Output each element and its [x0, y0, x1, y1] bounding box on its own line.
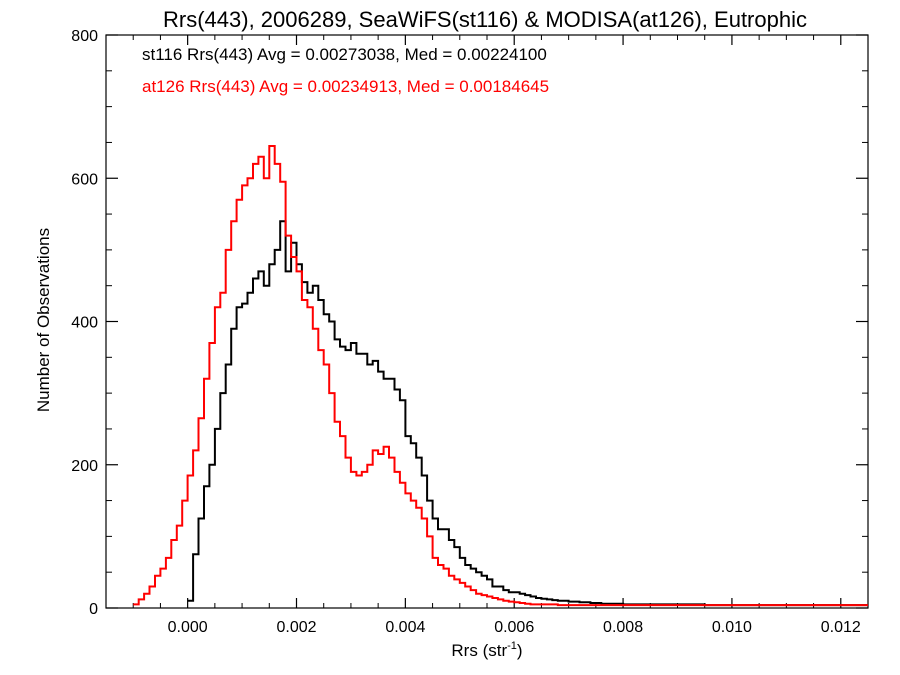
legend-entry-at126: at126 Rrs(443) Avg = 0.00234913, Med = 0…: [142, 77, 549, 96]
x-tick-label: 0.010: [712, 619, 752, 636]
x-tick-label: 0.008: [603, 619, 643, 636]
series-layer: [133, 145, 868, 607]
y-axis-label: Number of Observations: [34, 228, 53, 412]
x-axis-label: Rrs (str-1): [451, 640, 522, 660]
y-tick-label: 400: [71, 315, 98, 332]
x-axis-label-superscript: -1: [507, 640, 517, 652]
series-at126-line: [133, 145, 868, 607]
x-axis: 0.000 0.002 0.004 0.006 0.008 0.010 0.012: [105, 35, 869, 636]
chart-title: Rrs(443), 2006289, SeaWiFS(st116) & MODI…: [163, 7, 807, 32]
y-tick-label: 200: [71, 458, 98, 475]
series-st116-line: [187, 220, 868, 607]
x-tick-label: 0.000: [168, 619, 208, 636]
x-axis-label-end: ): [517, 641, 523, 660]
x-tick-label: 0.004: [385, 619, 425, 636]
x-axis-label-main: Rrs (str: [451, 641, 507, 660]
y-tick-label: 800: [71, 28, 98, 45]
plot-frame: [105, 34, 869, 609]
x-tick-label: 0.006: [494, 619, 534, 636]
x-tick-label: 0.012: [821, 619, 861, 636]
y-tick-label: 600: [71, 171, 98, 188]
y-tick-label: 0: [89, 601, 98, 618]
y-axis: 0 200 400 600 800: [71, 28, 868, 618]
legend-entry-st116: st116 Rrs(443) Avg = 0.00273038, Med = 0…: [142, 45, 547, 64]
x-tick-label: 0.002: [276, 619, 316, 636]
